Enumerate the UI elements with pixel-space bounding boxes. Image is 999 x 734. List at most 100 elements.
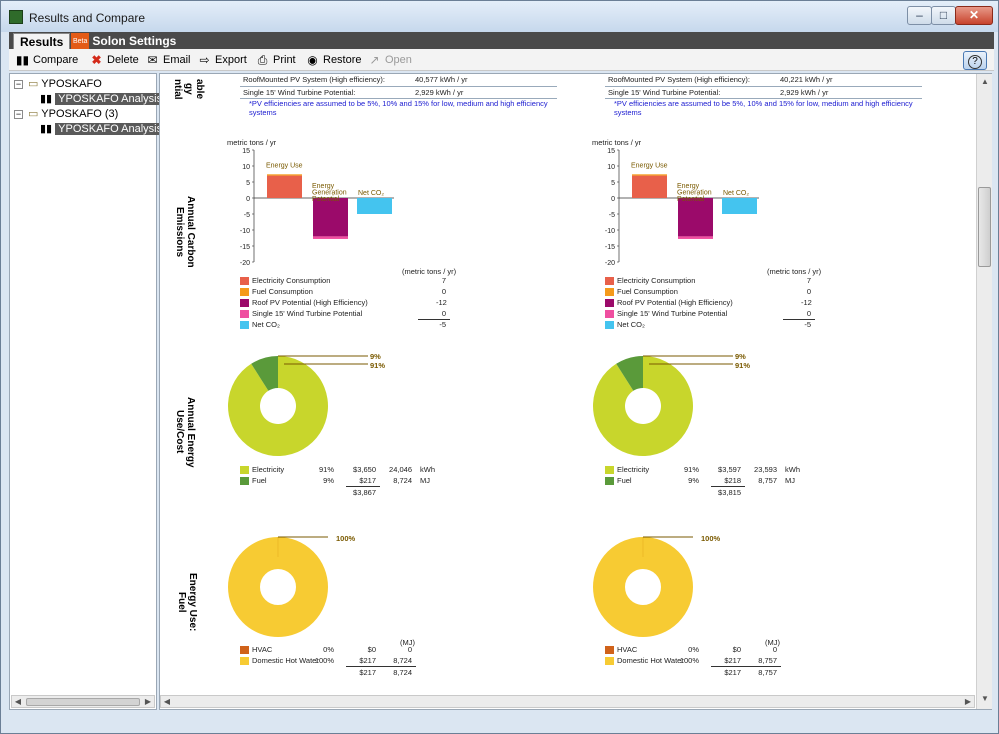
title-bar: Results and Compare – □ ✕ — [1, 1, 998, 32]
wind-value: 2,929 kWh / yr — [415, 88, 464, 97]
compare-button[interactable]: ▮▮ Compare — [15, 53, 79, 67]
y-tick-label: 5 — [611, 180, 615, 187]
legend-value: 7 — [806, 276, 811, 285]
tree-item-analysis[interactable]: ▮▮ YPOSKAFO Analysis — [40, 122, 166, 136]
legend-swatch — [605, 657, 614, 665]
legend-swatch — [240, 299, 249, 307]
legend-value: -5 — [439, 320, 446, 329]
legend-label: Roof PV Potential (High Efficiency) — [252, 298, 368, 307]
bar-label-generation: Energy — [312, 183, 335, 190]
scroll-down-icon[interactable]: ▼ — [981, 694, 989, 703]
legend-label: Electricity — [617, 465, 650, 474]
legend-swatch — [605, 277, 614, 285]
legend-cost: $3,597 — [718, 465, 741, 474]
collapse-icon[interactable]: − — [14, 79, 23, 89]
bar-fuel — [632, 174, 667, 176]
legend-amount: 8,724 — [393, 476, 412, 485]
maximize-button[interactable]: □ — [931, 6, 956, 25]
print-button[interactable]: ⎙ Print — [255, 52, 296, 68]
donut-slice-dhw — [228, 537, 328, 637]
scroll-right-icon[interactable]: ▶ — [964, 697, 972, 706]
bar-label-generation: Generation — [312, 190, 347, 197]
tree-horizontal-scrollbar[interactable]: ◀ ▶ — [11, 695, 155, 708]
legend-cost: $218 — [724, 476, 741, 485]
legend-amount: 8,757 — [758, 476, 777, 485]
scroll-left-icon[interactable]: ◀ — [163, 697, 171, 706]
delete-button[interactable]: ✖ Delete — [89, 52, 138, 68]
energy-cost-donut — [228, 355, 368, 456]
legend-value: 0 — [441, 309, 446, 318]
bar-wind — [678, 236, 713, 239]
tab-results[interactable]: Results — [13, 33, 71, 49]
fuel-donut — [593, 536, 693, 637]
email-button[interactable]: ✉ Email — [145, 52, 190, 68]
bar-roof-pv — [313, 198, 348, 237]
main-vertical-scrollbar[interactable]: ▲ ▼ — [976, 74, 992, 709]
y-tick-label: -15 — [240, 244, 250, 251]
scroll-left-icon[interactable]: ◀ — [14, 697, 22, 706]
folder-icon: ▭ — [28, 108, 39, 120]
total-rule — [346, 666, 416, 667]
legend-label: Single 15' Wind Turbine Potential — [617, 309, 728, 318]
legend-label: Net CO₂ — [252, 320, 280, 329]
minimize-button[interactable]: – — [907, 6, 932, 25]
chart-icon: ▮▮ — [40, 123, 53, 135]
y-tick-label: 0 — [611, 196, 615, 203]
bar-net-co2 — [357, 198, 392, 214]
scroll-up-icon[interactable]: ▲ — [981, 77, 989, 86]
energy-cost-donut — [593, 355, 733, 456]
scroll-thumb[interactable] — [978, 187, 991, 267]
close-button[interactable]: ✕ — [955, 6, 993, 25]
main-horizontal-scrollbar[interactable]: ◀ ▶ — [160, 695, 975, 708]
bar-roof-pv — [678, 198, 713, 237]
scroll-thumb[interactable] — [26, 698, 140, 706]
pct-label: 91% — [735, 361, 751, 370]
total-rule — [346, 486, 380, 487]
legend-amount: 8,757 — [758, 656, 777, 665]
legend-swatch — [240, 466, 249, 474]
legend-pct: 91% — [318, 465, 334, 474]
comparison-column: RoofMounted PV System (High efficiency):… — [592, 74, 925, 694]
wind-value: 2,929 kWh / yr — [780, 88, 829, 97]
fuel-donut — [228, 536, 328, 637]
total-cost: $3,867 — [353, 488, 376, 497]
tree-item-project[interactable]: ▭ YPOSKAFO — [28, 78, 102, 90]
total-cost: $217 — [359, 668, 376, 677]
y-tick-label: 15 — [242, 148, 250, 155]
total-amount: 8,757 — [758, 668, 777, 677]
donut-slice-fuel — [616, 356, 643, 391]
export-button[interactable]: ⇨ Export — [197, 52, 246, 68]
legend-label: Domestic Hot Water — [252, 656, 319, 665]
open-button[interactable]: ↗ Open — [367, 52, 411, 68]
legend-cost: $0 — [732, 645, 741, 654]
help-button[interactable]: ? — [963, 51, 987, 70]
y-tick-label: -5 — [244, 212, 250, 219]
carbon-table-unit: (metric tons / yr) — [767, 267, 822, 276]
chart-icon: ▮▮ — [40, 93, 53, 105]
legend-pct: 100% — [314, 656, 334, 665]
wind-label: Single 15' Wind Turbine Potential: — [608, 88, 721, 97]
pct-label: 100% — [336, 534, 356, 543]
open-icon: ↗ — [369, 53, 380, 67]
legend-swatch — [240, 277, 249, 285]
legend-cost: $217 — [359, 476, 376, 485]
legend-label: Electricity Consumption — [252, 276, 331, 285]
tab-settings[interactable]: Settings — [129, 34, 177, 48]
total-rule — [783, 319, 815, 320]
tab-solon[interactable]: Beta Solon — [65, 33, 132, 51]
y-tick-label: -20 — [240, 260, 250, 267]
collapse-icon[interactable]: − — [14, 109, 23, 119]
scroll-right-icon[interactable]: ▶ — [144, 697, 152, 706]
legend-value: -12 — [436, 298, 447, 307]
pv-label: RoofMounted PV System (High efficiency): — [243, 75, 386, 84]
legend-label: Electricity Consumption — [617, 276, 696, 285]
y-tick-label: -5 — [609, 212, 615, 219]
legend-label: HVAC — [617, 645, 638, 654]
total-cost: $217 — [724, 668, 741, 677]
tree-item-project[interactable]: ▭ YPOSKAFO (3) — [28, 108, 119, 120]
restore-button[interactable]: ◉ Restore — [305, 52, 361, 68]
bar-wind — [313, 236, 348, 239]
envelope-icon: ✉ — [147, 53, 158, 67]
tree-item-analysis[interactable]: ▮▮ YPOSKAFO Analysis — [40, 92, 166, 106]
bar-label-energy-use: Energy Use — [266, 163, 303, 170]
